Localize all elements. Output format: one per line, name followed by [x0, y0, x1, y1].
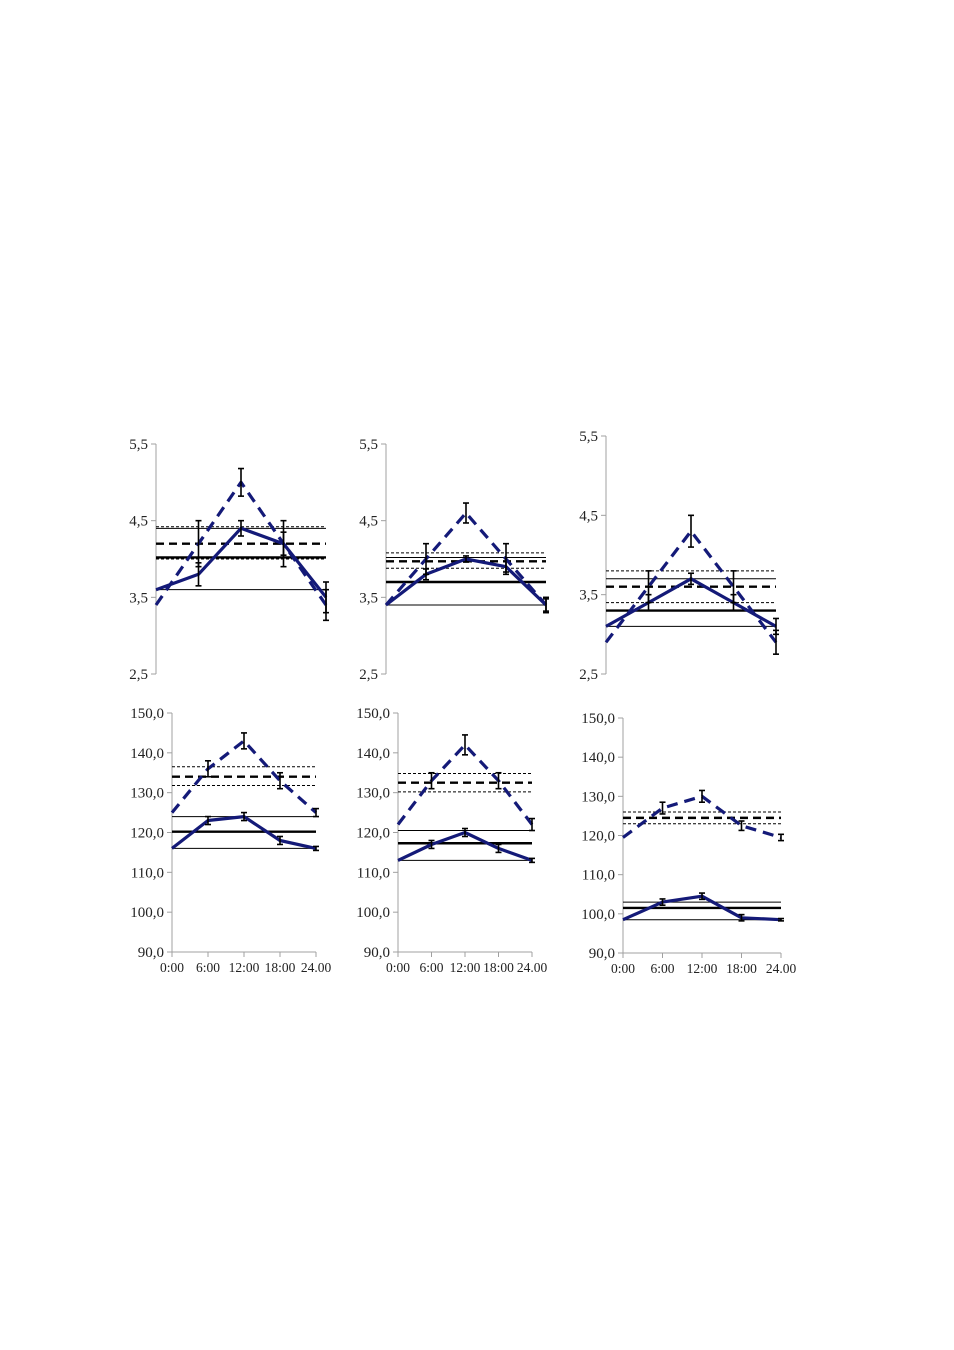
- y-tick-label: 120,0: [581, 829, 615, 845]
- y-tick-label: 150,0: [356, 706, 390, 722]
- error-bar: [238, 467, 244, 497]
- y-tick-label: 150,0: [130, 706, 164, 722]
- x-tick-label: 24.00: [517, 960, 548, 975]
- error-bar: [688, 572, 694, 586]
- error-bar: [463, 555, 469, 563]
- x-tick-label: 12:00: [450, 960, 481, 975]
- error-bar: [529, 857, 535, 864]
- error-bar: [462, 734, 468, 756]
- error-bar: [730, 570, 737, 604]
- chart-panel-5: 150,0 140,0 130,0 120,0 110,0 100,0 90,00:00 6:…: [356, 706, 547, 975]
- error-bar: [241, 811, 247, 822]
- y-tick-label: 4,5: [359, 514, 378, 530]
- error-bar: [277, 835, 283, 846]
- error-bar: [659, 898, 666, 907]
- x-tick-label: 0:00: [386, 960, 410, 975]
- error-bar: [773, 629, 779, 655]
- error-bar: [529, 817, 535, 832]
- y-tick-label: 130,0: [130, 786, 164, 802]
- y-tick-label: 130,0: [581, 789, 615, 805]
- y-tick-label: 90,0: [138, 945, 164, 961]
- chart-panel-2: 5,5 4,5 3,5 2,5: [359, 437, 549, 683]
- y-tick-label: 100,0: [356, 905, 390, 921]
- error-bar: [503, 542, 509, 576]
- y-tick-label: 3,5: [129, 590, 148, 606]
- error-bar: [323, 588, 329, 622]
- error-bar: [205, 759, 211, 778]
- y-tick-label: 5,5: [129, 437, 148, 453]
- y-tick-label: 110,0: [582, 868, 615, 884]
- error-bar: [195, 519, 202, 568]
- y-tick-label: 150,0: [581, 711, 615, 727]
- error-bar: [241, 732, 247, 750]
- error-bar: [688, 514, 694, 548]
- y-tick-label: 120,0: [356, 826, 390, 842]
- series-line-dashed: [384, 511, 548, 607]
- x-tick-label: 6:00: [419, 960, 443, 975]
- y-tick-label: 140,0: [581, 750, 615, 766]
- error-bar: [738, 820, 745, 832]
- x-tick-label: 12:00: [229, 960, 260, 975]
- series-line-dashed: [604, 529, 778, 644]
- error-bar: [543, 596, 549, 614]
- x-tick-label: 24.00: [766, 961, 797, 976]
- error-bar: [238, 519, 244, 537]
- error-bar: [428, 771, 435, 790]
- chart-panel-4: 150,0 140,0 130,0 120,0 110,0 100,0 90,00:00 6:…: [130, 706, 331, 975]
- y-tick-label: 100,0: [130, 905, 164, 921]
- x-tick-label: 24.00: [301, 960, 332, 975]
- error-bar: [462, 827, 468, 838]
- x-tick-label: 6:00: [650, 961, 674, 976]
- error-bar: [313, 845, 319, 852]
- error-bar: [463, 502, 469, 524]
- error-bar: [277, 771, 283, 790]
- error-bar: [778, 833, 784, 842]
- y-tick-label: 140,0: [130, 746, 164, 762]
- error-bar: [313, 807, 319, 818]
- y-tick-label: 2,5: [579, 667, 598, 683]
- x-tick-label: 0:00: [160, 960, 184, 975]
- chart-panel-1: 5,5 4,5 3,5 2,5: [129, 437, 329, 683]
- x-tick-label: 6:00: [196, 960, 220, 975]
- y-tick-label: 90,0: [364, 945, 390, 961]
- y-tick-label: 140,0: [356, 746, 390, 762]
- error-bar: [280, 519, 287, 568]
- y-tick-label: 2,5: [129, 667, 148, 683]
- y-tick-label: 110,0: [131, 865, 164, 881]
- chart-panel-6: 150,0 140,0 130,0 120,0 110,0 100,0 90,00:00 6:…: [581, 711, 796, 976]
- y-tick-label: 100,0: [581, 907, 615, 923]
- error-bar: [659, 801, 666, 815]
- chart-panel-3: 5,5 4,5 3,5 2,5: [579, 429, 779, 683]
- x-tick-label: 18:00: [483, 960, 514, 975]
- error-bar: [738, 913, 745, 922]
- x-tick-label: 12:00: [687, 961, 718, 976]
- x-tick-label: 0:00: [611, 961, 635, 976]
- y-tick-label: 110,0: [357, 865, 390, 881]
- y-tick-label: 4,5: [129, 514, 148, 530]
- y-tick-label: 5,5: [359, 437, 378, 453]
- y-tick-label: 3,5: [359, 590, 378, 606]
- series-line-dashed: [170, 739, 318, 814]
- y-tick-label: 5,5: [579, 429, 598, 445]
- y-tick-label: 120,0: [130, 826, 164, 842]
- x-tick-label: 18:00: [726, 961, 757, 976]
- error-bar: [778, 917, 784, 922]
- y-tick-label: 130,0: [356, 786, 390, 802]
- series-line-dashed: [396, 743, 534, 826]
- x-tick-label: 18:00: [265, 960, 296, 975]
- error-bar: [699, 789, 705, 804]
- error-bar: [495, 771, 502, 790]
- error-bar: [428, 839, 435, 850]
- y-tick-label: 2,5: [359, 667, 378, 683]
- y-tick-label: 3,5: [579, 588, 598, 604]
- error-bar: [423, 542, 429, 576]
- error-bar: [495, 843, 502, 854]
- series-line-solid: [155, 526, 328, 599]
- error-bar: [699, 892, 705, 901]
- error-bar: [205, 815, 211, 826]
- y-tick-label: 4,5: [579, 508, 598, 524]
- error-bar: [645, 570, 652, 604]
- y-tick-label: 90,0: [589, 946, 615, 962]
